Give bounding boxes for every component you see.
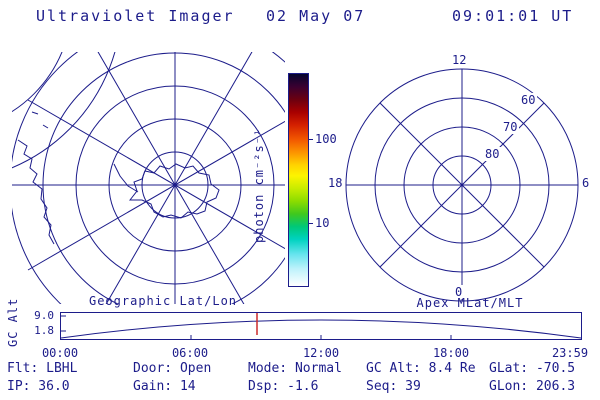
mlt-12-label: 12 — [452, 53, 467, 67]
status-ip: IP: 36.0 — [7, 379, 70, 394]
corner-arc-lines — [12, 52, 116, 169]
west-coastline — [17, 111, 55, 245]
colorbar-tick-mark-100 — [308, 139, 313, 140]
colorbar — [288, 73, 309, 287]
strip-y-axis-title: GC Alt — [6, 297, 20, 347]
strip-xtick-2359: 23:59 — [551, 346, 589, 360]
colorbar-tick-100: 100 — [315, 132, 337, 146]
status-glon: GLon: 206.3 — [489, 379, 576, 394]
status-gc-alt: GC Alt: 8.4 Re — [366, 361, 476, 376]
antarctica-coastline — [113, 163, 220, 219]
status-gain: Gain: 14 — [133, 379, 196, 394]
mlat-60-label: 60 — [519, 93, 538, 107]
mlt-6-label: 6 — [582, 176, 590, 190]
mlt-18-label: 18 — [328, 176, 343, 190]
status-mode: Mode: Normal — [248, 361, 342, 376]
strip-xtick-0000: 00:00 — [41, 346, 79, 360]
time-label: 09:01:01 UT — [452, 7, 574, 25]
right-plot-caption: Apex MLat/MLT — [416, 296, 524, 310]
status-door: Door: Open — [133, 361, 212, 376]
status-seq: Seq: 39 — [366, 379, 421, 394]
mlt-0-label: 0 — [453, 285, 465, 299]
meridian-lines — [12, 52, 285, 304]
status-flt: Flt: LBHL — [7, 361, 78, 376]
orbit-strip-chart — [60, 312, 582, 340]
status-glat: GLat: -70.5 — [489, 361, 576, 376]
geographic-polar-plot — [12, 52, 285, 304]
latitude-circles — [12, 52, 285, 304]
mlt-spokes — [346, 69, 578, 301]
strip-xtick-1200: 12:00 — [302, 346, 340, 360]
colorbar-units-label: photon cm⁻²s⁻¹ — [252, 127, 266, 243]
left-plot-caption: Geographic Lat/Lon — [88, 294, 238, 308]
mlat-80-label: 80 — [483, 147, 502, 161]
strip-xtick-1800: 18:00 — [432, 346, 470, 360]
colorbar-tick-mark-10 — [308, 223, 313, 224]
gc-alt-curve — [60, 319, 582, 339]
strip-ymin-label: 1.8 — [34, 324, 54, 337]
mlat-70-label: 70 — [501, 120, 520, 134]
date-label: 02 May 07 — [266, 7, 366, 25]
status-dsp: Dsp: -1.6 — [248, 379, 319, 394]
strip-axis-ticks — [60, 315, 452, 340]
app-title: Ultraviolet Imager — [36, 7, 235, 25]
apex-polar-plot — [345, 68, 579, 302]
strip-xtick-0600: 06:00 — [171, 346, 209, 360]
strip-ymax-label: 9.0 — [34, 309, 54, 322]
colorbar-tick-10: 10 — [315, 216, 330, 230]
